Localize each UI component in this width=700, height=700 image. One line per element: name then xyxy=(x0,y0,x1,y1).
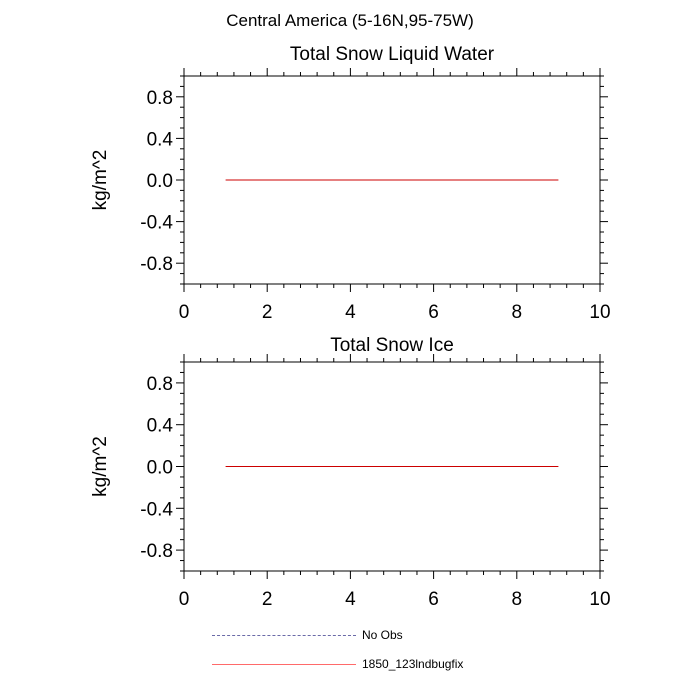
chart-total-snow-liquid-water: Total Snow Liquid Water 0 2 4 6 8 10 0.8 0.4 0.0 -… xyxy=(90,44,611,323)
x-tick-label: 6 xyxy=(428,302,439,323)
y-tick-label: -0.4 xyxy=(140,213,173,234)
x-tick-label: 6 xyxy=(428,589,439,610)
legend-swatch-no-obs xyxy=(212,634,356,636)
x-tick-label: 8 xyxy=(512,589,523,610)
x-tick-label: 10 xyxy=(589,302,610,323)
chart-title: Total Snow Ice xyxy=(330,335,454,356)
x-tick-label: 8 xyxy=(512,302,523,323)
chart-total-snow-ice: Total Snow Ice 0 2 4 6 8 10 0.8 0.4 0.0 -0.4 -0.8 kg… xyxy=(90,335,611,610)
y-tick-label: 0.4 xyxy=(147,416,174,437)
legend-item-1850-123lndbugfix: 1850_123lndbugfix xyxy=(212,657,463,671)
chart-title: Total Snow Liquid Water xyxy=(290,44,495,65)
y-tick-label: 0.8 xyxy=(147,88,173,109)
y-tick-label: 0.8 xyxy=(147,374,173,395)
legend-label-no-obs: No Obs xyxy=(362,628,403,642)
legend-item-no-obs: No Obs xyxy=(212,628,403,642)
x-tick-label: 10 xyxy=(589,589,610,610)
y-tick-label: -0.8 xyxy=(140,541,173,562)
x-tick-label: 0 xyxy=(179,302,190,323)
x-tick-label: 4 xyxy=(345,302,356,323)
x-tick-label: 4 xyxy=(345,589,356,610)
y-tick-label: 0.0 xyxy=(147,171,173,192)
figure-title: Central America (5-16N,95-75W) xyxy=(226,11,474,30)
legend-label-1850-123lndbugfix: 1850_123lndbugfix xyxy=(362,657,464,671)
x-tick-label: 2 xyxy=(262,589,273,610)
y-axis-label: kg/m^2 xyxy=(90,150,111,211)
x-tick-label: 0 xyxy=(179,589,190,610)
legend-swatch-1850-123lndbugfix xyxy=(212,663,356,665)
y-tick-label: 0.0 xyxy=(147,458,173,479)
y-tick-label: 0.4 xyxy=(147,129,174,150)
x-tick-label: 2 xyxy=(262,302,273,323)
y-tick-label: -0.4 xyxy=(140,499,173,520)
y-axis-label: kg/m^2 xyxy=(90,436,111,497)
y-tick-label: -0.8 xyxy=(140,254,173,275)
